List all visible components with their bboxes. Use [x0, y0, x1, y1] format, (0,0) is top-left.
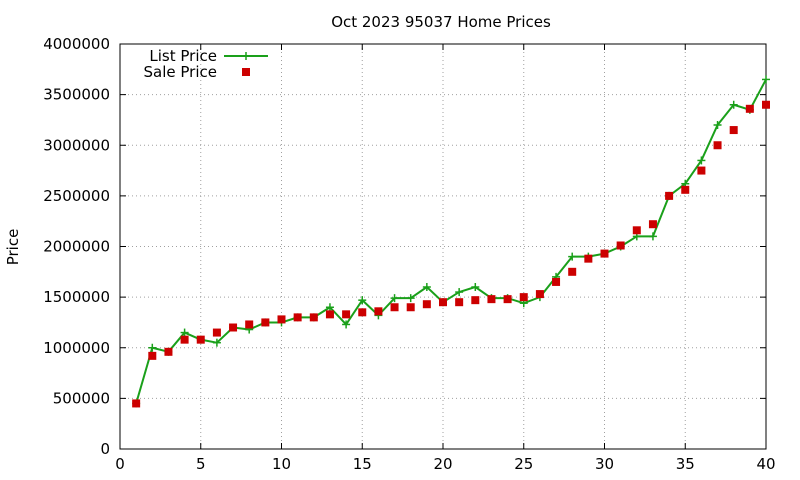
sale-price-point [745, 104, 754, 113]
list-price-point [358, 296, 367, 305]
sale-price-point [648, 220, 657, 229]
legend-swatch-marker [242, 52, 250, 60]
list-price-line [135, 78, 767, 404]
list-price-point [422, 283, 431, 291]
sale-price-point [535, 290, 544, 299]
sale-price-point [616, 241, 625, 250]
legend-label: Sale Price [144, 63, 217, 81]
list-price-point [568, 252, 577, 261]
list-price-point [762, 75, 770, 84]
sale-price-point [374, 307, 383, 316]
legend-swatch-marker [242, 68, 250, 76]
sale-price-point [325, 310, 334, 319]
chart-title: Oct 2023 95037 Home Prices [331, 13, 551, 31]
sale-price-point [180, 335, 189, 344]
y-tick-label: 3500000 [43, 86, 110, 104]
y-tick-label: 1000000 [43, 339, 110, 357]
y-tick-label: 500000 [53, 389, 110, 407]
list-price-point [713, 121, 722, 129]
sale-price-point [665, 191, 674, 200]
sale-price-point [309, 313, 318, 322]
x-tick-label: 20 [433, 455, 452, 473]
plot-frame [119, 43, 767, 450]
list-price-point [697, 156, 706, 165]
sale-price-point [212, 328, 221, 337]
sale-price-point [584, 254, 593, 263]
list-price-point [390, 294, 399, 303]
sale-price-point [503, 295, 512, 304]
sale-price-point [455, 298, 464, 307]
sale-price-point [229, 323, 238, 332]
x-tick-label: 0 [115, 455, 125, 473]
sale-price-point [277, 315, 286, 324]
y-tick-label: 0 [100, 440, 110, 458]
list-price-point [729, 100, 738, 109]
list-price-point [471, 283, 480, 291]
list-price-point [455, 288, 464, 297]
sale-price-point [342, 310, 351, 319]
y-axis-label: Price [4, 229, 22, 266]
list-price-point [325, 303, 334, 312]
grid-lines [120, 44, 766, 449]
list-price-point [342, 320, 351, 329]
x-tick-label: 25 [514, 455, 533, 473]
x-tick-label: 35 [676, 455, 695, 473]
sale-price-point [358, 308, 367, 317]
sale-price-point [390, 303, 399, 312]
sale-price-point [681, 185, 690, 194]
list-price-point [148, 343, 157, 352]
sale-price-point [713, 141, 722, 150]
list-price-point [212, 338, 221, 347]
list-price-point [180, 328, 189, 337]
x-tick-label: 40 [756, 455, 775, 473]
sale-price-point [261, 318, 270, 327]
sale-price-point [245, 320, 254, 329]
sale-price-point [471, 296, 480, 305]
x-tick-label: 15 [353, 455, 372, 473]
axis-ticks: 0 5 10 15 20 25 30 35 40 0 500000 1000000 1500000 200… [43, 35, 775, 473]
sale-price-point [600, 249, 609, 258]
sale-price-point [196, 335, 205, 344]
y-tick-label: 2000000 [43, 238, 110, 256]
x-tick-label: 10 [272, 455, 291, 473]
sale-price-point [519, 293, 528, 302]
list-price-point [648, 232, 657, 241]
sale-price-point [422, 300, 431, 309]
sale-price-point [439, 298, 447, 307]
y-tick-label: 4000000 [43, 35, 110, 53]
sale-price-point [164, 347, 173, 356]
x-tick-label: 30 [595, 455, 614, 473]
sale-price-point [568, 267, 577, 276]
sale-price-point [148, 351, 157, 360]
x-tick-label: 5 [196, 455, 206, 473]
sale-price-point [632, 226, 641, 235]
series-layer [132, 75, 770, 408]
sale-price-point [406, 303, 415, 312]
sale-price-point [487, 295, 496, 304]
y-tick-label: 2500000 [43, 187, 110, 205]
legend-label: List Price [149, 47, 217, 65]
sale-price-point [762, 100, 770, 109]
list-price-point [406, 294, 415, 303]
sale-price-point [293, 313, 302, 322]
sale-price-point [729, 126, 738, 135]
sale-price-point [132, 399, 141, 408]
sale-price-point [552, 277, 561, 286]
y-tick-label: 1500000 [43, 288, 110, 306]
y-tick-label: 3000000 [43, 136, 110, 154]
sale-price-point [697, 166, 706, 175]
